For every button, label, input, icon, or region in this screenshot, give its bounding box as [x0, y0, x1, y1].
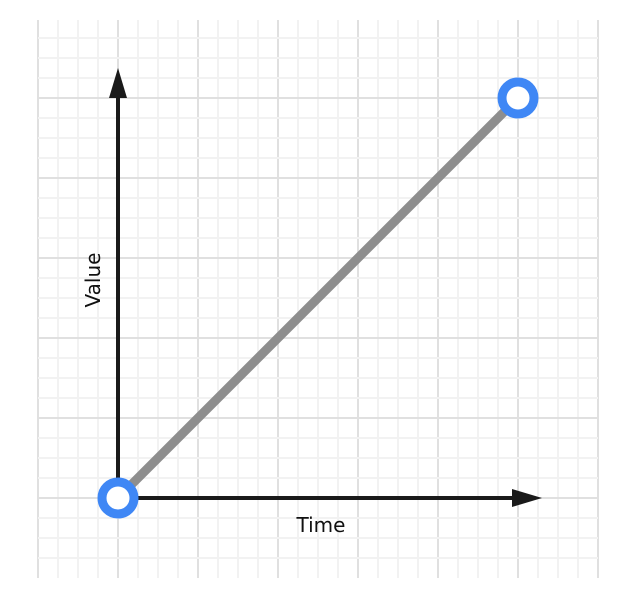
x-axis-arrow-icon [512, 489, 542, 507]
grid [37, 20, 599, 578]
y-axis-label: Value [81, 253, 105, 308]
axes [109, 68, 542, 507]
x-axis-label: Time [296, 513, 346, 537]
data-point-marker [97, 477, 139, 519]
y-axis-arrow-icon [109, 68, 127, 98]
series-line [114, 94, 522, 502]
data-point-marker [497, 77, 539, 119]
marks [97, 77, 539, 519]
